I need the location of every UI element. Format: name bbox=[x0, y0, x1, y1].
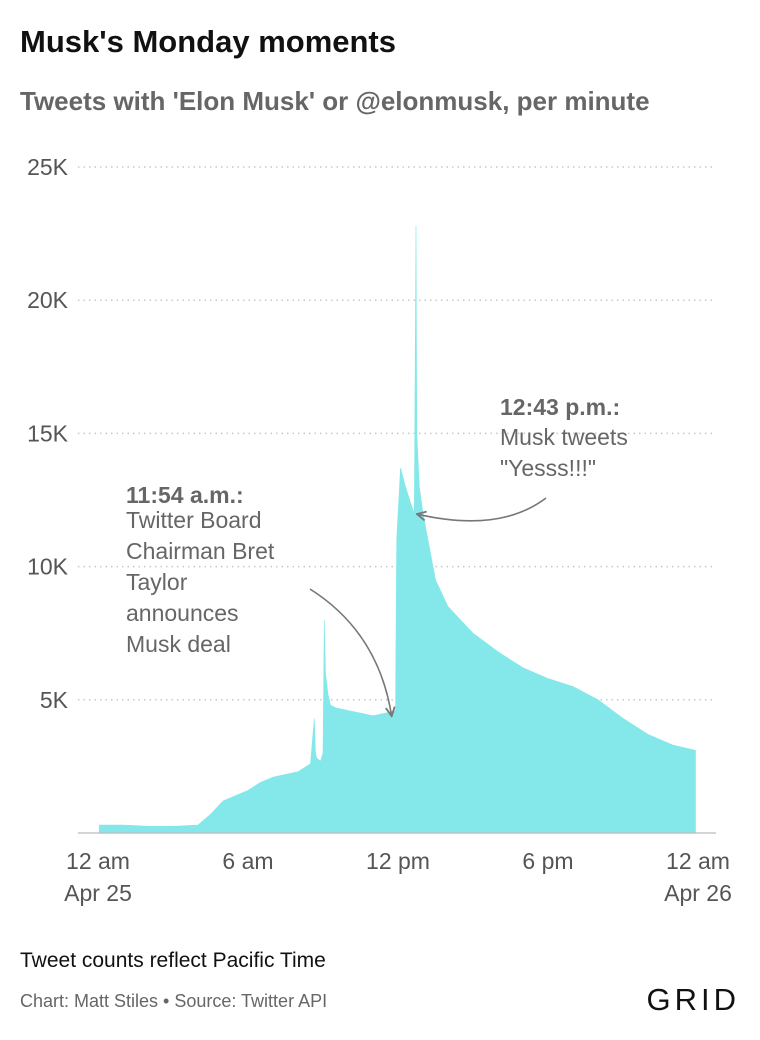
annotation-board-line: Twitter Board bbox=[126, 507, 262, 533]
annotation-board-time: 11:54 a.m.: bbox=[126, 482, 244, 508]
y-tick-label: 15K bbox=[27, 420, 69, 446]
annotation-tweet-arrow bbox=[418, 497, 547, 522]
y-tick-label: 10K bbox=[27, 554, 69, 580]
footnote: Tweet counts reflect Pacific Time bbox=[20, 949, 326, 972]
annotation-tweet-line: Musk tweets bbox=[500, 424, 628, 450]
annotations: 11:54 a.m.:Twitter Board Chairman Bret Tay… bbox=[126, 394, 628, 715]
annotation-tweet-time: 12:43 p.m.: bbox=[500, 394, 620, 420]
annotation-board-line: Chairman Bret bbox=[126, 538, 275, 564]
annotation-board-line: announces bbox=[126, 600, 239, 626]
annotation-board-line: Musk deal bbox=[126, 631, 231, 657]
tweets-area-chart: 5K 10K 15K 20K 25K 12 am Apr 25 6 am 12 pm 6 pm 12… bbox=[27, 154, 732, 906]
x-tick-date-label: Apr 25 bbox=[64, 880, 132, 906]
axes: 5K 10K 15K 20K 25K 12 am Apr 25 6 am 12 pm 6 pm 12… bbox=[27, 154, 732, 906]
annotation-board-line: Taylor bbox=[126, 569, 188, 595]
area-series bbox=[99, 225, 696, 834]
chart-title: Musk's Monday moments bbox=[20, 24, 396, 59]
grid-logo: GRID bbox=[646, 982, 740, 1017]
x-tick-label: 12 am bbox=[666, 848, 730, 874]
annotation-tweet-line: "Yesss!!!" bbox=[500, 455, 596, 481]
chart-subtitle: Tweets with 'Elon Musk' or @elonmusk, pe… bbox=[20, 86, 650, 116]
annotation-board-arrow bbox=[309, 588, 392, 715]
x-tick-label: 12 pm bbox=[366, 848, 430, 874]
x-tick-label: 6 pm bbox=[522, 848, 573, 874]
source-credit: Chart: Matt Stiles • Source: Twitter API bbox=[20, 991, 328, 1011]
y-tick-label: 5K bbox=[40, 687, 69, 713]
x-tick-date-label: Apr 26 bbox=[664, 880, 732, 906]
y-tick-label: 25K bbox=[27, 154, 69, 180]
x-tick-label: 6 am bbox=[222, 848, 273, 874]
y-tick-label: 20K bbox=[27, 287, 69, 313]
area-tweets-per-minute bbox=[99, 225, 696, 834]
x-tick-label: 12 am bbox=[66, 848, 130, 874]
